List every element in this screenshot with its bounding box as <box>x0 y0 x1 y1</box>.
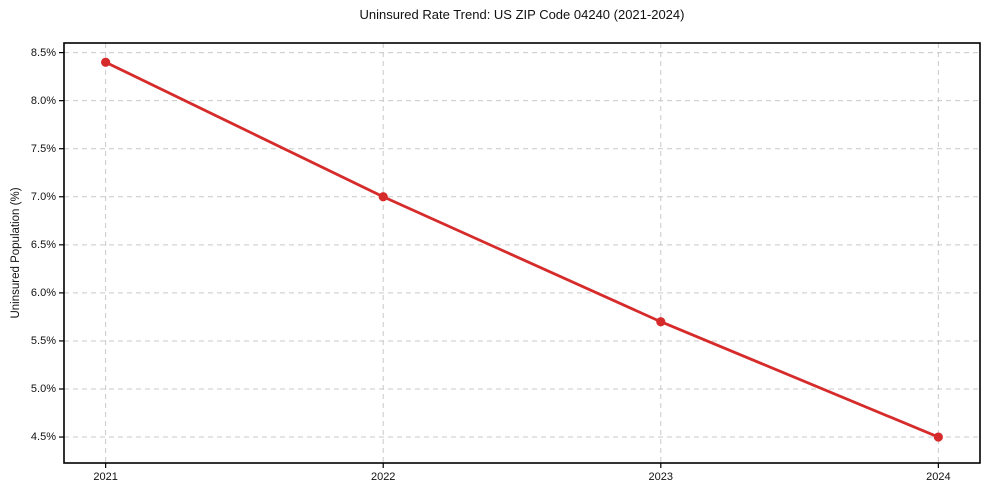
y-tick-label: 7.0% <box>30 190 56 203</box>
chart-title: Uninsured Rate Trend: US ZIP Code 04240 … <box>359 7 685 22</box>
data-point <box>101 57 111 67</box>
y-tick-label: 7.5% <box>30 142 56 155</box>
x-tick-label: 2023 <box>648 471 674 483</box>
y-tick-label: 8.0% <box>30 94 56 107</box>
y-tick-label: 6.0% <box>30 286 56 299</box>
trend-line <box>104 60 940 439</box>
y-tick-label: 5.0% <box>30 382 56 395</box>
data-point <box>933 432 943 442</box>
y-tick-label: 8.5% <box>30 46 56 59</box>
plot-border <box>63 42 981 464</box>
x-tick-label: 2022 <box>370 471 396 483</box>
y-tick-label: 6.5% <box>30 238 56 251</box>
plot-area <box>59 42 981 468</box>
y-tick-label: 4.5% <box>30 431 56 444</box>
data-point <box>378 192 388 202</box>
y-tick-label: 5.5% <box>30 334 56 347</box>
x-tick-label: 2021 <box>93 471 118 483</box>
data-point <box>656 317 666 327</box>
x-tick-label: 2024 <box>926 471 951 483</box>
